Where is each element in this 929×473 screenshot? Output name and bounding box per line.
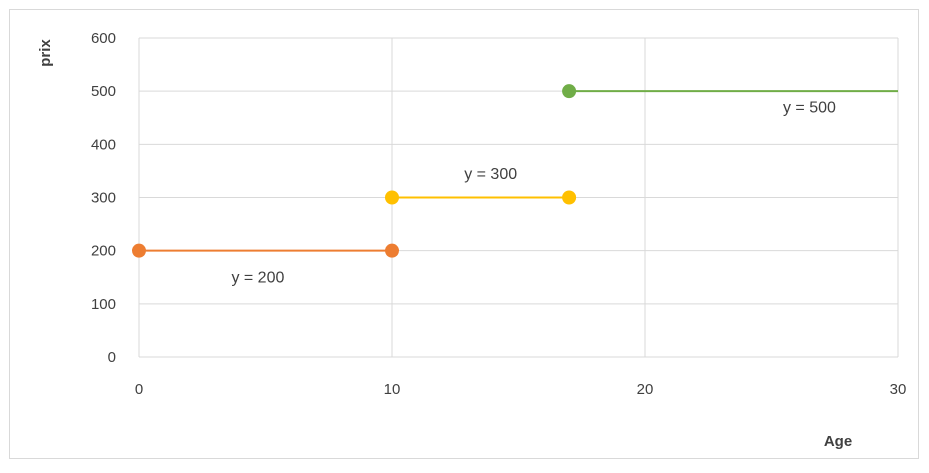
y-axis-title: prix [37,39,54,67]
series-point-1 [385,243,399,258]
x-axis-title: Age [824,433,852,450]
annotations: y = 200 y = 300 y = 500 [231,99,836,286]
series-point-3 [562,84,577,99]
series-point-2 [385,190,399,205]
x-tick-label: 0 [135,381,143,398]
equation-label: y = 500 [783,99,836,116]
y-tick-label: 400 [91,136,116,153]
series-point-1 [132,243,146,258]
equation-label: y = 200 [231,270,284,287]
y-tick-label: 200 [91,243,116,260]
x-tick-label: 10 [384,381,401,398]
equation-label: y = 300 [464,166,517,183]
y-tick-label: 300 [91,190,116,207]
x-tick-label: 30 [890,381,907,398]
y-tick-labels: 0 100 200 300 400 500 600 [91,30,116,366]
chart-border [9,9,919,459]
y-tick-label: 0 [108,349,116,366]
x-tick-labels: 0 10 20 30 [135,381,907,398]
series-group [132,84,898,258]
series-point-2 [562,190,577,205]
y-tick-label: 100 [91,296,116,313]
x-tick-label: 20 [637,381,654,398]
y-tick-label: 600 [91,30,116,47]
y-tick-label: 500 [91,83,116,100]
